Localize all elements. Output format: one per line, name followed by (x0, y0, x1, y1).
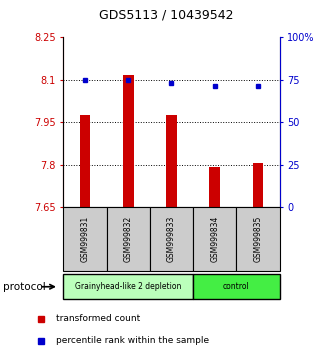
Bar (80, 115, 90, 207)
Bar (63, 207, 107, 271)
Bar (193, 207, 236, 271)
Bar (150, 207, 193, 271)
Bar (166, 115, 177, 207)
Text: GSM999833: GSM999833 (167, 216, 176, 262)
Bar (209, 167, 220, 207)
Text: protocol: protocol (3, 282, 46, 292)
Text: GSM999831: GSM999831 (80, 216, 90, 262)
Bar (236, 207, 280, 271)
Bar (63, 274, 193, 299)
Text: GSM999832: GSM999832 (124, 216, 133, 262)
Text: control: control (223, 282, 250, 291)
Text: GSM999834: GSM999834 (210, 216, 219, 262)
Bar (107, 207, 150, 271)
Bar (253, 163, 263, 207)
Text: percentile rank within the sample: percentile rank within the sample (56, 336, 209, 345)
Bar (193, 274, 280, 299)
Text: transformed count: transformed count (56, 314, 140, 323)
Text: GSM999835: GSM999835 (253, 216, 263, 262)
Text: Grainyhead-like 2 depletion: Grainyhead-like 2 depletion (75, 282, 181, 291)
Text: GDS5113 / 10439542: GDS5113 / 10439542 (99, 9, 234, 22)
Bar (123, 75, 134, 207)
